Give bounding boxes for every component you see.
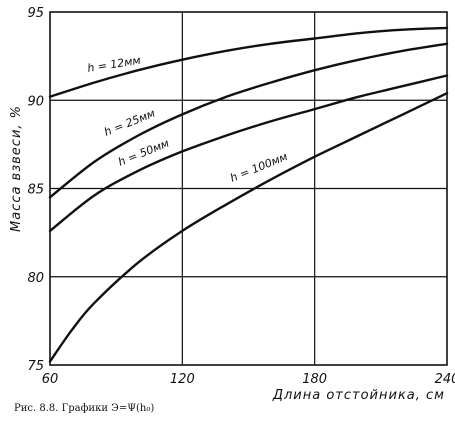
x-axis-title: Длина отстойника, см <box>272 388 445 403</box>
x-tick-label: 60 <box>42 372 59 387</box>
tick-labels: 60 120 180 240 75 80 85 90 95 <box>27 6 455 387</box>
x-tick-label: 240 <box>435 372 455 387</box>
grid <box>49 11 448 366</box>
x-tick-label: 120 <box>170 372 195 387</box>
y-tick-label: 85 <box>27 183 44 198</box>
y-tick-label: 90 <box>27 94 44 109</box>
series-label: h = 50мм <box>116 137 171 169</box>
series-lines <box>48 26 449 363</box>
y-tick-label: 80 <box>27 271 44 286</box>
series-line <box>48 74 449 233</box>
y-tick-label: 95 <box>27 6 44 21</box>
y-axis-title: Масса взвеси, % <box>9 105 24 232</box>
series-line <box>48 42 449 199</box>
y-tick-label: 75 <box>27 359 44 374</box>
figure-caption: Рис. 8.8. Графики Э=Ψ(h₀) <box>14 403 155 414</box>
series-label: h = 25мм <box>102 107 157 139</box>
series-line <box>48 26 449 98</box>
series-label: h = 100мм <box>228 150 289 185</box>
x-tick-label: 180 <box>302 372 327 387</box>
series-line <box>48 92 449 363</box>
